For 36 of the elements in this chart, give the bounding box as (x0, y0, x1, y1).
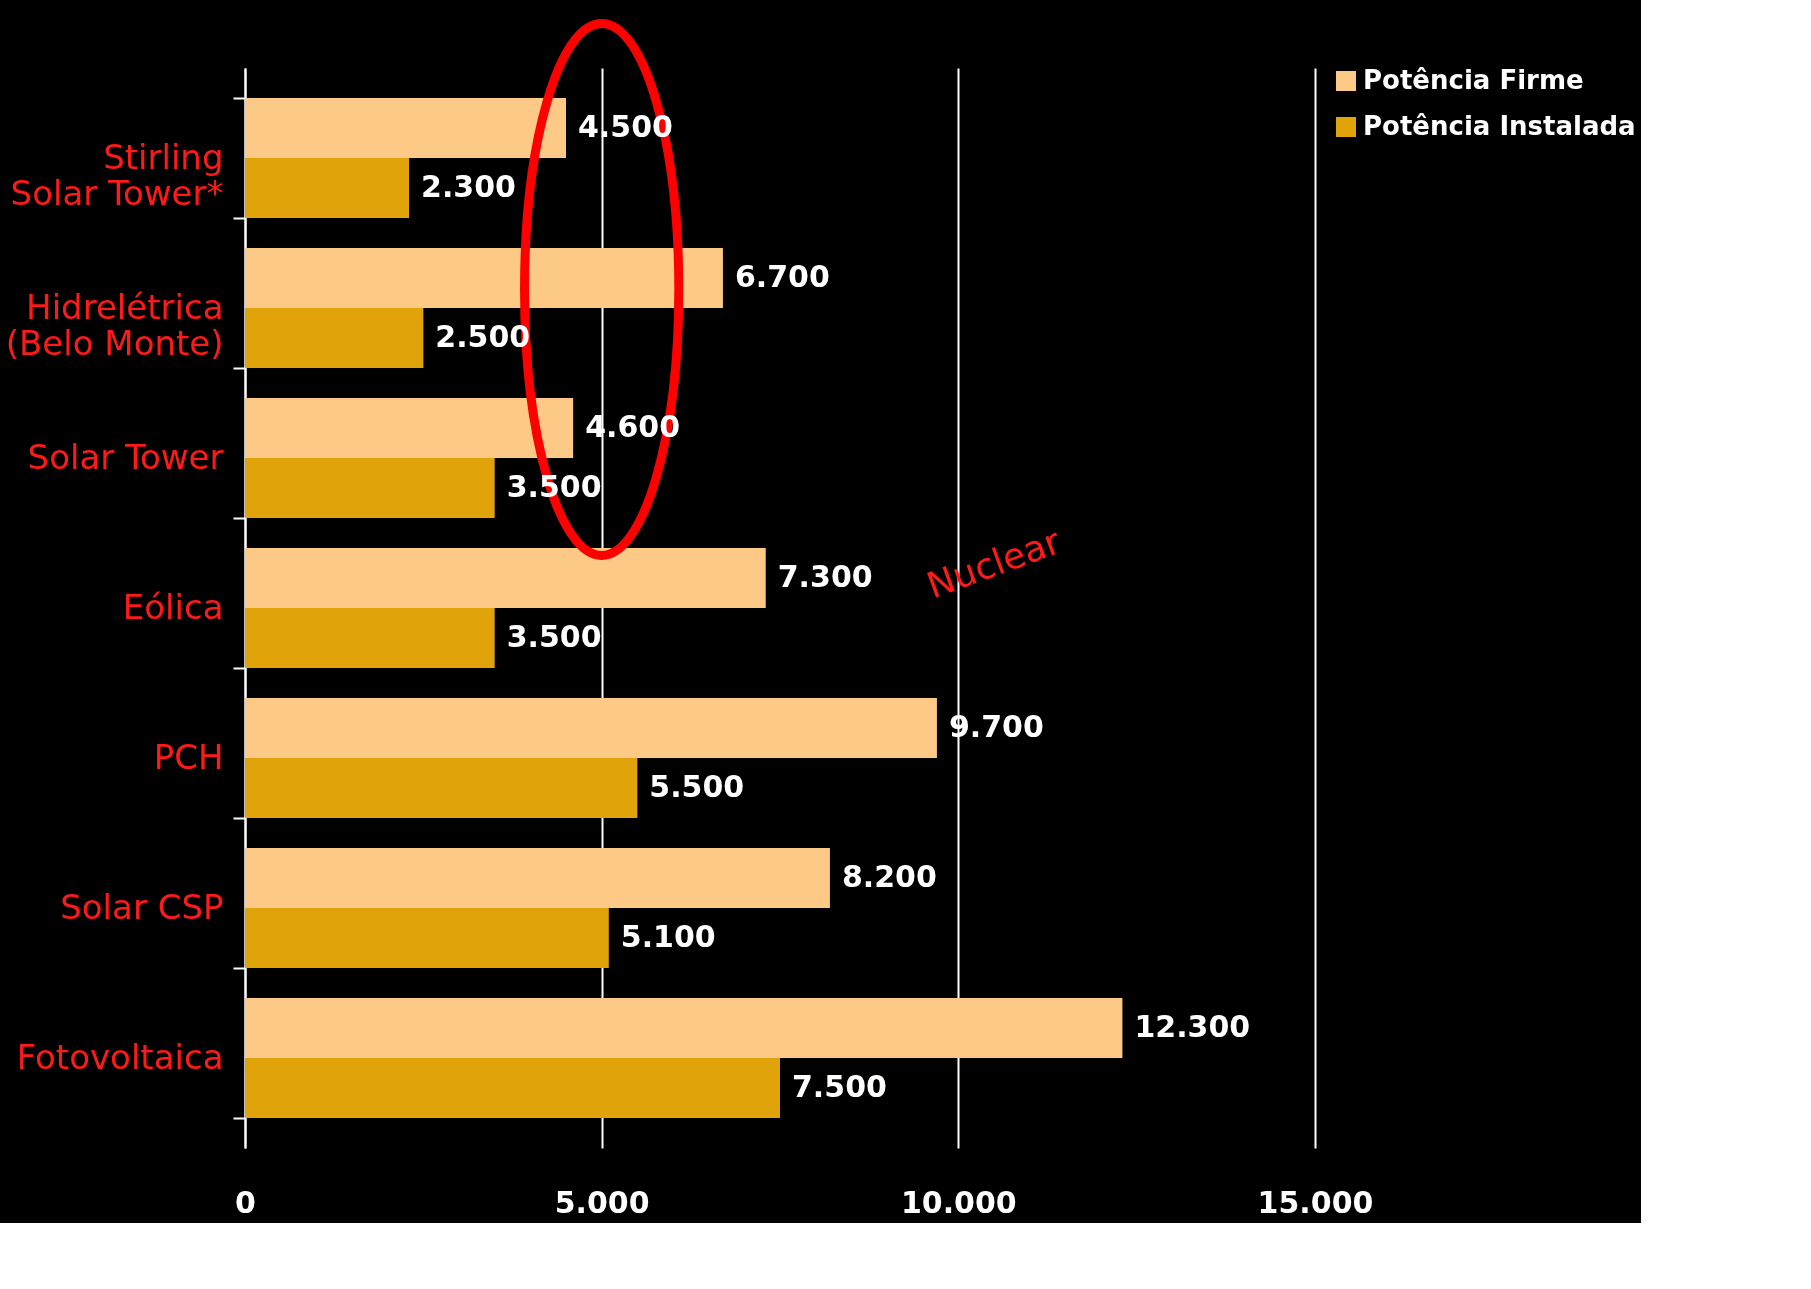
data-label: 2.300 (421, 169, 516, 204)
data-label: 5.500 (649, 769, 745, 804)
bar (245, 758, 638, 818)
data-label: 3.500 (506, 619, 602, 654)
data-label: 5.100 (620, 919, 716, 954)
y-tick-label: Eólica (122, 586, 224, 627)
bar (245, 98, 566, 158)
data-label: 7.500 (792, 1069, 887, 1104)
bar (245, 158, 410, 218)
data-label: 8.200 (841, 859, 937, 894)
bar (245, 608, 495, 668)
bar (245, 908, 609, 968)
bar (245, 998, 1123, 1058)
bar (245, 248, 723, 308)
x-tick-label: 5.000 (554, 1184, 650, 1220)
data-label: 6.700 (734, 259, 830, 294)
bar (245, 698, 937, 758)
bar (245, 398, 574, 458)
legend-label: Potência Firme (1363, 65, 1584, 95)
bar (245, 848, 830, 908)
x-tick-label: 0 (235, 1184, 256, 1220)
bar (245, 308, 424, 368)
bar (245, 458, 495, 518)
bar (245, 548, 766, 608)
legend-label: Potência Instalada (1363, 111, 1636, 141)
y-tick-label: Fotovoltaica (16, 1036, 224, 1077)
x-tick-label: 10.000 (900, 1184, 1017, 1220)
y-tick-label: Solar CSP (60, 886, 224, 927)
y-tick-label: PCH (153, 736, 224, 777)
y-tick-label: Hidrelétrica (Belo Monte) (5, 286, 224, 363)
x-tick-label: 15.000 (1257, 1184, 1374, 1220)
data-label: 12.300 (1134, 1009, 1251, 1044)
y-tick-label: Stirling Solar Tower* (10, 136, 224, 213)
bar (245, 1058, 780, 1118)
y-tick-label: Solar Tower (27, 436, 224, 477)
data-label: 7.300 (777, 559, 873, 594)
